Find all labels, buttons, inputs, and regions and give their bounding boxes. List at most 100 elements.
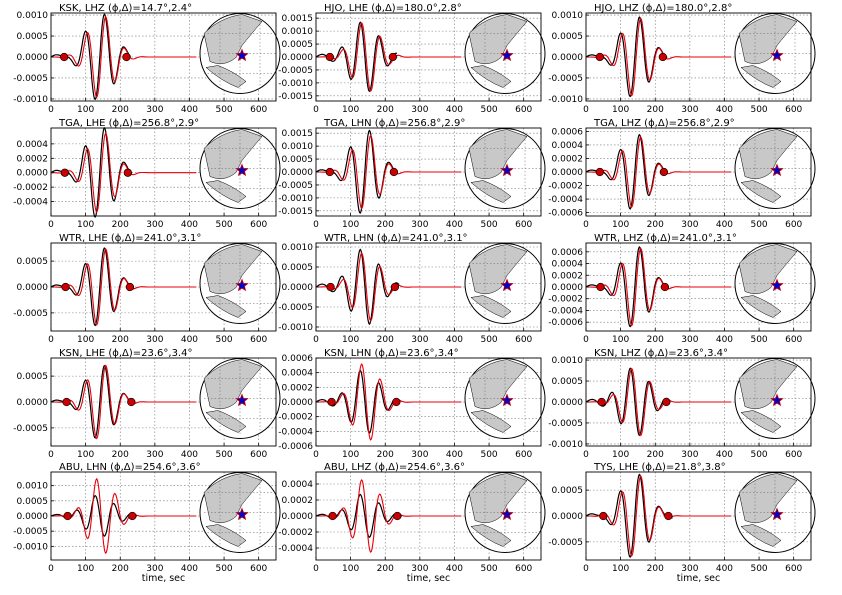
y-tick-label: 0.0000 (282, 53, 314, 63)
pick-marker (389, 167, 399, 177)
y-tick-label: -0.0002 (548, 182, 583, 192)
y-tick-label: 0.0010 (552, 356, 584, 366)
globe-inset (464, 242, 546, 324)
x-tick-label: 300 (146, 564, 163, 574)
y-tick-label: 0.0010 (17, 11, 49, 21)
x-tick-label: 600 (785, 335, 802, 345)
y-tick-label: 0.0004 (282, 480, 314, 490)
y-tick-label: 0.0006 (282, 354, 314, 364)
x-tick-label: 300 (681, 450, 698, 460)
y-tick-label: 0.0002 (552, 271, 584, 281)
x-tick-label: 600 (785, 220, 802, 230)
y-tick-label: 0.0005 (282, 155, 314, 165)
star-icon (235, 393, 249, 407)
pick-marker (662, 397, 671, 407)
pick-marker (123, 168, 132, 177)
x-tick-label: 200 (647, 220, 664, 230)
y-tick-label: 0.0015 (282, 14, 314, 24)
y-tick-label: 0.0000 (552, 512, 584, 522)
y-tick-label: 0.0005 (282, 40, 314, 50)
y-tick-label: -0.0002 (548, 295, 583, 305)
y-tick-label: -0.0004 (548, 306, 583, 316)
x-tick-label: 100 (612, 105, 629, 115)
x-tick-label: 600 (250, 105, 267, 115)
y-tick-label: 0.0000 (282, 283, 314, 293)
synthetic-trace (316, 252, 462, 322)
subplot-12: 0 100 200 300 400 500 600 0.0010 0.0005 0.0000 -0.… (548, 348, 816, 460)
star-icon (770, 507, 784, 521)
axes-frame (50, 127, 277, 217)
pick-marker (658, 52, 667, 62)
x-tick-label: 300 (411, 335, 428, 345)
x-tick-label: 300 (146, 105, 163, 115)
x-tick-label: 200 (112, 220, 129, 230)
subplot-title: WTR, LHE (ϕ,Δ)=241.0°,3.1° (59, 233, 201, 244)
y-tick-label: 0.0005 (552, 486, 584, 496)
y-tick-label: 0.0000 (552, 53, 584, 63)
y-tick-label: 0.0002 (17, 154, 49, 164)
x-tick-label: 600 (785, 564, 802, 574)
y-tick-label: -0.0005 (278, 181, 313, 191)
x-tick-label: 400 (181, 564, 198, 574)
subplot-2: 0 100 200 300 400 500 600 0.0015 0.0010 0.0005 0.0… (278, 3, 546, 115)
y-tick-label: 0.0002 (282, 383, 314, 393)
globe-inset (464, 12, 546, 94)
x-tick-label: 400 (181, 220, 198, 230)
x-tick-label: 300 (146, 220, 163, 230)
y-tick-label: -0.0002 (13, 183, 48, 193)
y-tick-label: 0.0005 (552, 377, 584, 387)
subplot-title: ABU, LHN (ϕ,Δ)=254.6°,3.6° (59, 462, 201, 473)
x-tick-label: 200 (647, 450, 664, 460)
pick-marker (390, 282, 400, 292)
x-tick-label: 300 (146, 335, 163, 345)
subplot-6: 0 100 200 300 400 500 600 0.0006 0.0004 0.0002 0.0… (548, 118, 816, 230)
pick-marker (60, 52, 69, 62)
x-tick-label: 100 (77, 105, 94, 115)
y-tick-label: -0.0005 (548, 538, 583, 548)
pick-marker (659, 167, 669, 177)
y-tick-label: 0.0004 (282, 369, 314, 379)
subplot-title: KSN, LHN (ϕ,Δ)=23.6°,3.4° (324, 348, 459, 359)
x-tick-label: 0 (48, 105, 54, 115)
globe-inset (199, 357, 281, 439)
x-tick-label: 600 (250, 564, 267, 574)
subplot-title: WTR, LHZ (ϕ,Δ)=241.0°,3.1° (594, 233, 737, 244)
subplot-15: 0 100 200 300 400 500 600 0.0005 0.0000 -0.0005 TY… (548, 462, 816, 584)
y-tick-label: 0.0002 (552, 154, 584, 164)
x-tick-label: 600 (515, 105, 532, 115)
y-tick-label: -0.0010 (548, 95, 583, 105)
pick-marker (595, 167, 604, 177)
subplot-title: HJO, LHE (ϕ,Δ)=180.0°,2.8° (324, 3, 462, 14)
y-tick-label: -0.0006 (548, 318, 583, 328)
x-tick-label: 400 (716, 450, 733, 460)
y-tick-label: 0.0000 (552, 283, 584, 293)
globe-inset (199, 12, 281, 94)
y-tick-label: -0.0005 (278, 303, 313, 313)
x-tick-label: 0 (313, 450, 319, 460)
pick-marker (392, 397, 401, 407)
x-tick-label: 500 (480, 450, 497, 460)
x-tick-label: 500 (215, 450, 232, 460)
x-tick-label: 400 (446, 220, 463, 230)
y-tick-label: -0.0010 (13, 95, 48, 105)
pick-marker (125, 282, 135, 292)
x-tick-label: 0 (48, 564, 54, 574)
subplot-14: 0 100 200 300 400 500 600 0.0004 0.0002 0.0000 -0.… (278, 462, 546, 584)
x-tick-label: 100 (612, 450, 629, 460)
y-tick-label: 0.0010 (282, 243, 314, 253)
x-tick-label: 200 (647, 564, 664, 574)
globe-inset (199, 471, 281, 553)
star-icon (500, 48, 514, 62)
globe-inset (464, 357, 546, 439)
y-tick-label: -0.0006 (278, 442, 313, 452)
star-icon (235, 507, 249, 521)
x-tick-label: 300 (681, 564, 698, 574)
x-tick-label: 400 (181, 335, 198, 345)
pick-marker (599, 511, 608, 521)
synthetic-trace (316, 478, 462, 554)
star-icon (770, 393, 784, 407)
y-tick-label: -0.0015 (278, 207, 313, 217)
y-tick-label: -0.0005 (13, 74, 48, 84)
globe-inset (734, 242, 816, 324)
star-icon (770, 48, 784, 62)
